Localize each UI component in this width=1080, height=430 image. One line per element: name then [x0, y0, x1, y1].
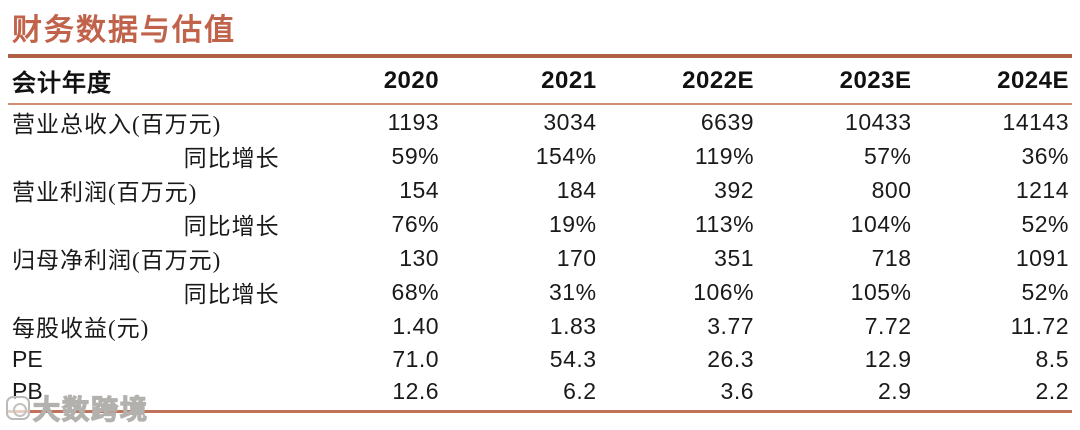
- table-header-row: 会计年度 2020 2021 2022E 2023E 2024E: [8, 58, 1072, 105]
- cell-value: 154: [399, 176, 440, 203]
- cell-value: 26.3: [707, 345, 755, 372]
- cell-value: 130: [399, 244, 440, 271]
- header-year-2020: 2020: [284, 58, 443, 105]
- cell-value: 12.9: [864, 345, 912, 372]
- cell-value: 11.72: [1010, 312, 1069, 339]
- cell-value: 105%: [850, 278, 912, 305]
- cell-value: 71.0: [392, 345, 440, 372]
- header-year-2021: 2021: [442, 58, 600, 105]
- cell-value: 1.83: [549, 312, 597, 339]
- cell-value: 76%: [391, 210, 440, 237]
- cell-value: 19%: [549, 210, 597, 237]
- table-bottom-rule: [8, 410, 1072, 413]
- row-label: 同比增长: [183, 214, 280, 239]
- cell-value: 12.6: [392, 377, 440, 404]
- cell-value: 59%: [391, 142, 440, 169]
- row-label: 每股收益(元): [12, 316, 150, 341]
- table-row-pb: PB 12.6 6.2 3.6 2.9 2.2: [8, 375, 1072, 407]
- cell-value: 106%: [693, 278, 755, 305]
- cell-value: 3.6: [720, 377, 755, 404]
- title-underline: [8, 54, 1072, 58]
- cell-value: 113%: [694, 210, 755, 237]
- table-row-operating-profit-yoy: 同比增长 76% 19% 113% 104% 52%: [8, 207, 1072, 241]
- cell-value: 7.72: [864, 312, 912, 339]
- row-label: 归母净利润(百万元): [12, 248, 222, 273]
- cell-value: 10433: [845, 108, 912, 135]
- table-row-net-profit-yoy: 同比增长 68% 31% 106% 105% 52%: [8, 275, 1072, 309]
- section-title: 财务数据与估值: [12, 14, 236, 47]
- cell-value: 6639: [700, 108, 755, 135]
- source-note: 资料来源：公司数据、 招商证券: [14, 424, 1080, 430]
- cell-value: 6.2: [563, 377, 597, 404]
- cell-value: 154%: [535, 142, 597, 169]
- row-label: 营业利润(百万元): [12, 180, 198, 205]
- cell-value: 68%: [391, 278, 440, 305]
- cell-value: 2.9: [878, 377, 912, 404]
- cell-value: 184: [556, 176, 597, 203]
- cell-value: 800: [871, 176, 912, 203]
- table-row-operating-profit: 营业利润(百万元) 154 184 392 800 1214: [8, 173, 1072, 207]
- cell-value: 1.40: [392, 312, 440, 339]
- table-row-revenue-yoy: 同比增长 59% 154% 119% 57% 36%: [8, 139, 1072, 173]
- table-row-pe: PE 71.0 54.3 26.3 12.9 8.5: [8, 343, 1072, 375]
- cell-value: 2.2: [1035, 377, 1069, 404]
- cell-value: 718: [871, 244, 912, 271]
- cell-value: 1091: [1015, 244, 1069, 271]
- cell-value: 31%: [549, 278, 597, 305]
- cell-value: 3034: [543, 108, 597, 135]
- cell-value: 8.5: [1035, 345, 1069, 372]
- cell-value: 54.3: [549, 345, 597, 372]
- table-row-net-profit: 归母净利润(百万元) 130 170 351 718 1091: [8, 241, 1072, 275]
- cell-value: 57%: [863, 142, 912, 169]
- row-label: 同比增长: [183, 282, 280, 307]
- row-label: 营业总收入(百万元): [12, 112, 222, 137]
- header-year-2023e: 2023E: [757, 58, 915, 105]
- cell-value: 392: [714, 176, 755, 203]
- row-label: 同比增长: [183, 146, 280, 171]
- header-year-2024e: 2024E: [914, 58, 1072, 105]
- cell-value: 36%: [1021, 142, 1069, 169]
- cell-value: 119%: [694, 142, 755, 169]
- cell-value: 52%: [1021, 278, 1069, 305]
- cell-value: 1193: [387, 108, 440, 135]
- row-label: PB: [12, 377, 43, 404]
- cell-value: 351: [714, 244, 755, 271]
- row-label: PE: [12, 345, 43, 372]
- cell-value: 170: [556, 244, 597, 271]
- cell-value: 1214: [1015, 176, 1069, 203]
- cell-value: 14143: [1002, 108, 1069, 135]
- financial-table: 会计年度 2020 2021 2022E 2023E 2024E 营业总收入(百…: [8, 58, 1072, 407]
- cell-value: 3.77: [707, 312, 755, 339]
- cell-value: 52%: [1021, 210, 1069, 237]
- header-year-2022e: 2022E: [599, 58, 758, 105]
- table-row-eps: 每股收益(元) 1.40 1.83 3.77 7.72 11.72: [8, 309, 1072, 343]
- table-row-total-revenue: 营业总收入(百万元) 1193 3034 6639 10433 14143: [8, 104, 1072, 139]
- cell-value: 104%: [850, 210, 912, 237]
- header-fiscal-year: 会计年度: [8, 58, 285, 105]
